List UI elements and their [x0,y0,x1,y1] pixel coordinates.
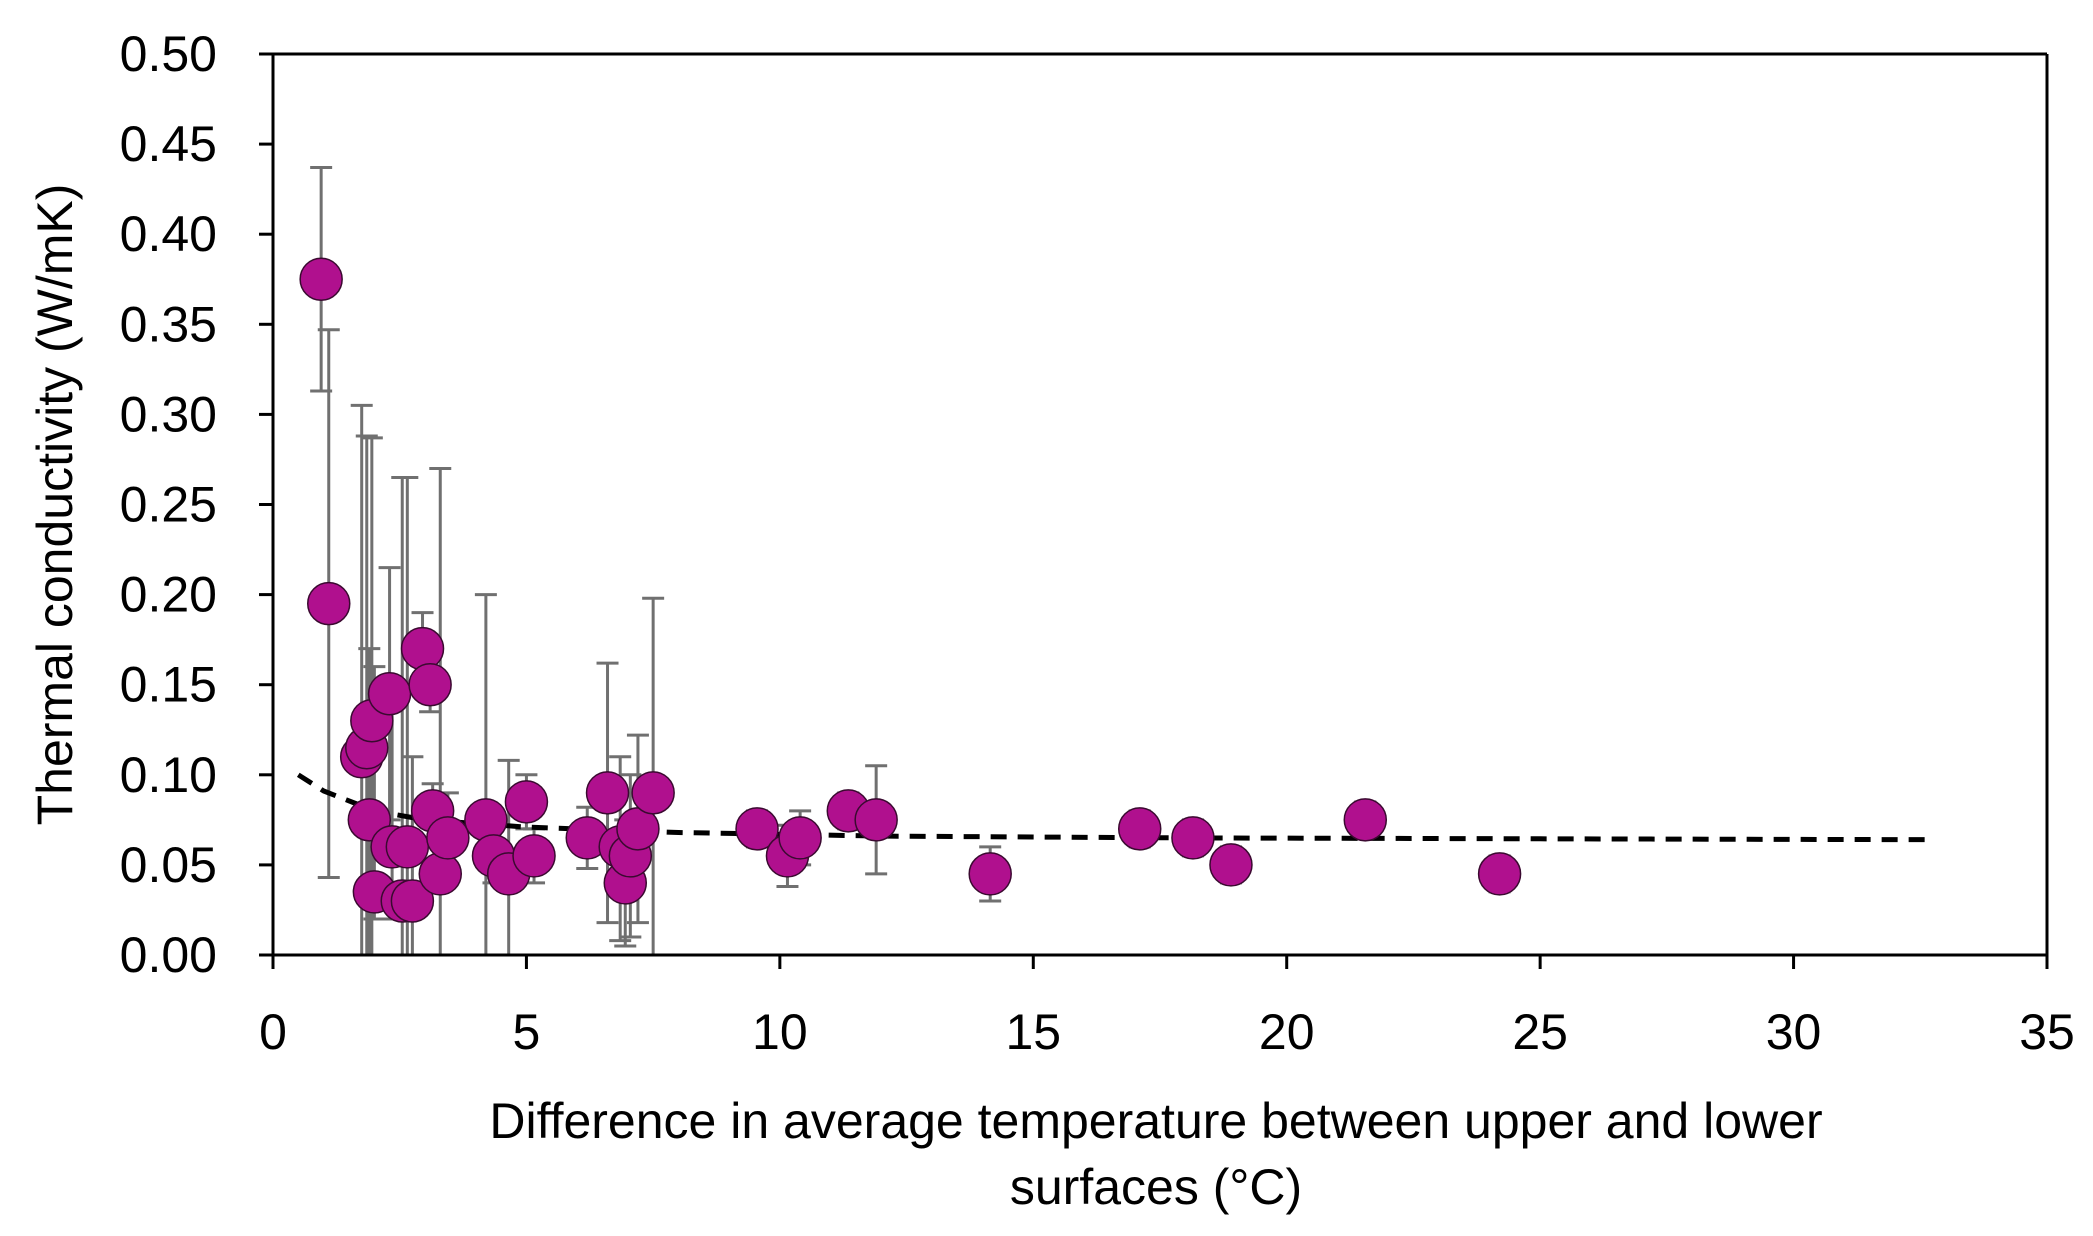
y-axis-title: Thermal conductivity (W/mK) [27,184,83,826]
data-point [1117,807,1162,851]
x-tick-label: 25 [1512,1004,1568,1060]
x-tick-label: 10 [752,1004,808,1060]
trend-line-layer [296,772,1931,843]
data-point [631,771,675,815]
data-point [1209,843,1253,887]
x-tick-label: 20 [1259,1004,1315,1060]
axis-titles: Difference in average temperature betwee… [27,184,1823,1215]
data-point [307,581,351,626]
y-tick-label: 0.00 [120,927,217,983]
data-point [778,816,822,860]
y-tick-label: 0.15 [120,657,217,713]
data-point [504,780,549,824]
data-point [299,257,343,301]
data-point [426,816,470,860]
data-point [385,825,430,869]
data-point [585,771,630,815]
markers-layer [299,257,1522,923]
data-point [418,852,463,896]
data-point [408,662,452,707]
data-point [367,671,412,716]
data-point [1343,798,1388,842]
x-tick-label: 30 [1766,1004,1822,1060]
ticks-layer: 0 5 10 15 20 25 30 35 0.00 0.05 0.10 0.15 0.20 0.25 0.… [120,26,2075,1060]
data-point [735,807,779,851]
y-tick-label: 0.10 [120,747,217,803]
x-axis-title-line-1: Difference in average temperature betwee… [489,1093,1822,1149]
y-tick-label: 0.50 [120,26,217,82]
data-point [464,798,508,842]
data-point [390,879,435,923]
y-tick-label: 0.40 [120,206,217,262]
x-tick-label: 0 [259,1004,287,1060]
y-tick-label: 0.05 [120,837,217,893]
data-point [1171,816,1215,860]
y-tick-label: 0.30 [120,386,217,442]
data-point [968,852,1012,896]
y-tick-label: 0.25 [120,477,217,533]
data-point [512,834,556,878]
data-point [1477,852,1522,896]
x-tick-label: 5 [513,1004,541,1060]
data-point [400,626,445,671]
x-axis-title-line-2: surfaces (°C) [1010,1159,1302,1215]
x-tick-label: 35 [2019,1004,2075,1060]
y-tick-label: 0.35 [120,296,217,352]
trend-line [296,772,1931,843]
y-tick-label: 0.20 [120,567,217,623]
data-point [854,798,898,842]
x-tick-label: 15 [1005,1004,1061,1060]
y-tick-label: 0.45 [120,116,217,172]
axes-layer [271,52,2049,957]
